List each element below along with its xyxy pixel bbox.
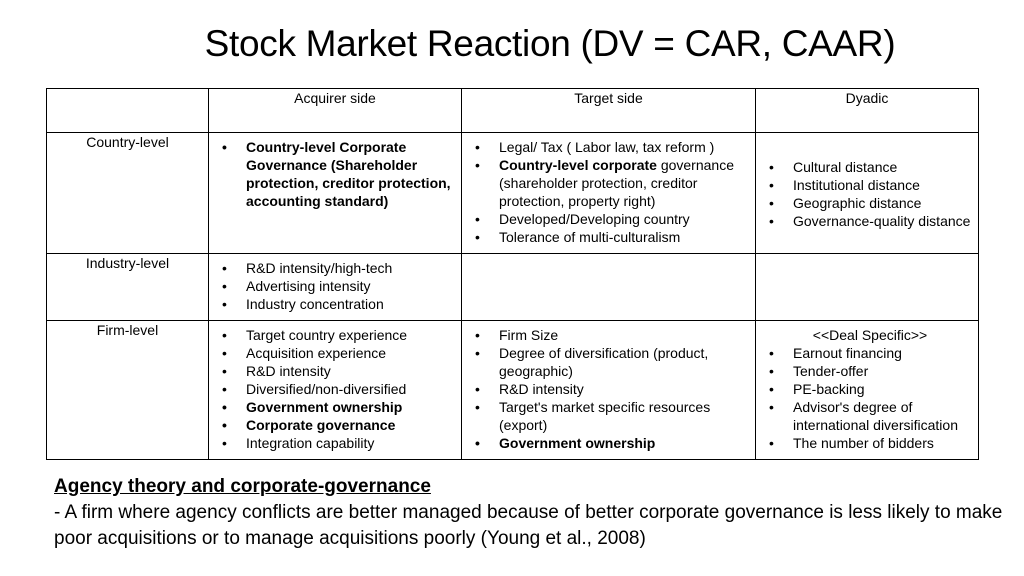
cell-industry-dyadic: [755, 253, 979, 321]
list-item: R&D intensity: [219, 362, 457, 380]
cell-industry-acquirer: R&D intensity/high-tech Advertising inte…: [208, 253, 462, 321]
list-item: Geographic distance: [766, 194, 974, 212]
variables-table: Acquirer side Target side Dyadic Country…: [46, 88, 979, 460]
row-header-country-level: Country-level: [46, 132, 209, 254]
table-row-firm-level: Firm-level Target country experience Acq…: [46, 320, 979, 460]
bold-fragment: Country-level corporate: [499, 157, 657, 173]
list-item: PE-backing: [766, 380, 974, 398]
list-item: Diversified/non-diversified: [219, 380, 457, 398]
row-header-firm-level: Firm-level: [46, 320, 209, 460]
list-item: Government ownership: [472, 434, 751, 452]
cell-firm-dyadic: <<Deal Specific>> Earnout financing Tend…: [755, 320, 979, 460]
table-row-country-level: Country-level Country-level Corporate Go…: [46, 132, 979, 254]
list-item: Advertising intensity: [219, 277, 457, 295]
slide-title: Stock Market Reaction (DV = CAR, CAAR): [204, 23, 896, 64]
column-header-target: Target side: [461, 88, 756, 133]
list-item: Country-level corporate governance (shar…: [472, 156, 751, 210]
note-body: - A firm where agency conflicts are bett…: [54, 502, 1003, 549]
list-item: R&D intensity/high-tech: [219, 259, 457, 277]
list-item: Cultural distance: [766, 158, 974, 176]
cell-country-target: Legal/ Tax ( Labor law, tax reform ) Cou…: [461, 132, 756, 254]
list-item: Advisor's degree of international divers…: [766, 398, 974, 434]
list-item: Corporate governance: [219, 416, 457, 434]
cell-country-dyadic: Cultural distance Institutional distance…: [755, 132, 979, 254]
cell-industry-target: [461, 253, 756, 321]
list-item: Country-level Corporate Governance (Shar…: [219, 138, 457, 210]
column-header-acquirer: Acquirer side: [208, 88, 462, 133]
cell-firm-target: Firm Size Degree of diversification (pro…: [461, 320, 756, 460]
list-item: Tender-offer: [766, 362, 974, 380]
deal-specific-heading: <<Deal Specific>>: [812, 327, 928, 343]
list-item: Firm Size: [472, 326, 751, 344]
list-item: Acquisition experience: [219, 344, 457, 362]
list-item: Target country experience: [219, 326, 457, 344]
header-row: Acquirer side Target side Dyadic: [46, 88, 979, 133]
table-row-industry-level: Industry-level R&D intensity/high-tech A…: [46, 253, 979, 321]
note-heading: Agency theory and corporate-governance: [54, 476, 431, 497]
list-item: Tolerance of multi-culturalism: [472, 228, 751, 246]
list-item: Legal/ Tax ( Labor law, tax reform ): [472, 138, 751, 156]
column-header-dyadic: Dyadic: [755, 88, 979, 133]
cell-firm-acquirer: Target country experience Acquisition ex…: [208, 320, 462, 460]
list-item: Government ownership: [219, 398, 457, 416]
cell-country-acquirer: Country-level Corporate Governance (Shar…: [208, 132, 462, 254]
list-item: Industry concentration: [219, 295, 457, 313]
row-header-industry-level: Industry-level: [46, 253, 209, 321]
list-item: Governance-quality distance: [766, 212, 974, 230]
list-item: Developed/Developing country: [472, 210, 751, 228]
text-fragment: governance (shareholder protection, cred…: [499, 157, 734, 209]
agency-theory-note: Agency theory and corporate-governance -…: [54, 474, 1014, 552]
list-item: Institutional distance: [766, 176, 974, 194]
list-item: Target's market specific resources (expo…: [472, 398, 751, 434]
list-item: The number of bidders: [766, 434, 974, 452]
corner-cell: [46, 88, 209, 133]
list-item: Integration capability: [219, 434, 457, 452]
list-item: R&D intensity: [472, 380, 751, 398]
list-item: Degree of diversification (product, geog…: [472, 344, 751, 380]
list-item: Earnout financing: [766, 344, 974, 362]
